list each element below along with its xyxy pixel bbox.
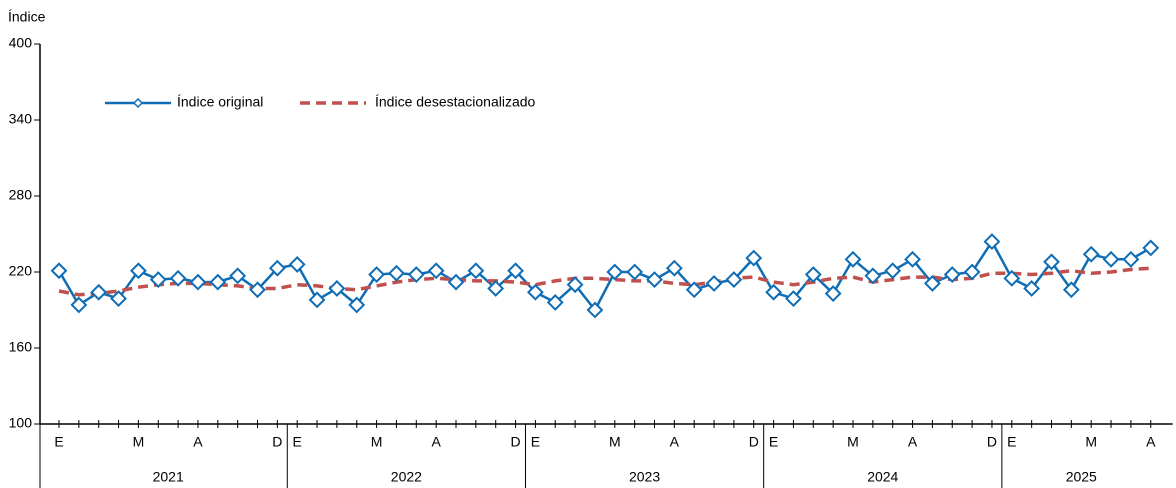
x-group-label: 2025 [1066,469,1097,485]
data-point [1023,280,1041,297]
data-point [169,269,187,287]
data-point [566,276,584,294]
data-point [328,280,346,297]
x-tick-label: M [1085,434,1097,450]
data-point [149,271,167,289]
data-point [526,283,544,301]
data-point [427,262,445,280]
legend-marker [132,97,144,109]
data-point [963,263,981,281]
data-point [368,266,386,283]
data-point [1122,250,1140,268]
data-point [129,262,147,280]
data-point [1082,245,1100,263]
data-point [467,262,485,280]
x-tick-label: A [670,434,680,450]
x-tick-label: E [54,434,63,450]
data-point [249,281,266,299]
x-tick-label: E [531,434,540,450]
data-point [407,266,425,283]
data-point [487,280,505,297]
data-point [665,259,683,277]
data-point [90,283,108,301]
data-point [884,262,902,280]
data-point [1062,281,1080,299]
data-point [268,259,286,277]
x-group-label: 2023 [629,469,660,485]
y-axis-title: Índice [8,9,46,25]
series-line [58,266,1151,297]
data-point [507,262,524,280]
x-tick-label: A [908,434,918,450]
data-point [785,290,802,308]
data-point [1043,253,1060,271]
data-point [209,273,227,291]
data-point [685,281,703,299]
legend-label: Índice desestacionalizado [375,94,536,110]
data-point [904,250,921,268]
data-point [983,233,1001,251]
x-tick-label: D [987,434,997,450]
x-tick-label: E [1007,434,1016,450]
legend-label: Índice original [177,94,263,110]
x-group-label: 2024 [867,469,898,485]
x-tick-label: E [769,434,778,450]
y-tick-label: 220 [9,263,33,279]
data-point [1003,269,1021,287]
data-point [110,290,127,308]
x-tick-label: M [847,434,859,450]
data-point [824,285,842,302]
data-point [288,255,306,273]
x-tick-label: M [609,434,621,450]
data-point [1102,250,1120,268]
data-point [626,263,644,281]
data-point [646,271,663,289]
data-point [1142,239,1160,257]
x-tick-label: D [272,434,282,450]
data-point [586,301,604,319]
data-point [864,267,882,285]
data-point [388,264,405,282]
data-point [725,271,743,289]
data-point [745,249,763,267]
data-point [943,266,961,283]
x-tick-label: A [193,434,203,450]
data-point [923,274,941,292]
x-tick-label: A [431,434,441,450]
y-tick-label: 100 [9,415,33,431]
data-point [844,250,862,268]
x-tick-label: D [749,434,759,450]
data-point [348,296,366,314]
data-point [50,262,68,280]
data-point [606,263,624,281]
y-tick-label: 340 [9,111,33,127]
data-point [308,291,326,309]
y-tick-label: 400 [9,35,33,51]
x-group-label: 2021 [153,469,184,485]
x-tick-label: A [1146,434,1156,450]
y-tick-label: 280 [9,187,33,203]
data-point [804,266,822,283]
data-point [765,283,783,301]
data-point [229,267,247,285]
data-point [447,273,465,291]
data-point [705,274,723,292]
x-tick-label: E [293,434,302,450]
x-tick-label: M [133,434,145,450]
y-tick-label: 160 [9,339,33,355]
data-point [546,293,564,311]
x-tick-label: D [510,434,520,450]
data-point [189,273,207,291]
data-point [70,296,88,314]
x-tick-label: M [371,434,383,450]
x-group-label: 2022 [391,469,422,485]
